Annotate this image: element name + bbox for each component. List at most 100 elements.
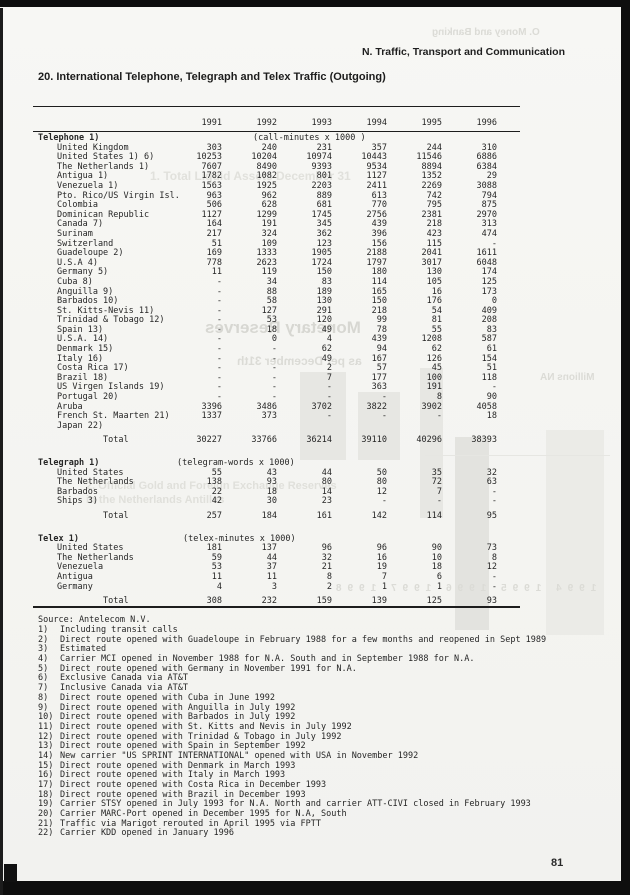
cell-value: 613 [371, 190, 387, 201]
cell-value: 1 [381, 581, 387, 592]
bleed-through-gridline [425, 455, 610, 456]
cell-value: 191 [261, 219, 277, 230]
bleed-through-bar [358, 392, 400, 460]
cell-value: 1611 [476, 248, 497, 259]
cell-value: 6048 [476, 257, 497, 268]
cell-value: 7 [381, 571, 387, 582]
cell-value: - [326, 382, 332, 393]
total-value: 40296 [416, 435, 442, 446]
row-label: Venezuela 1) [57, 180, 119, 191]
cell-value: 18 [266, 324, 277, 335]
year-header: 1994 [366, 118, 387, 128]
cell-value: 62 [431, 344, 442, 355]
bleed-through-bar [455, 437, 489, 630]
footnote-text: Direct route opened with Costa Rica in D… [60, 780, 327, 790]
cell-value: 51 [486, 363, 497, 374]
cell-value: 2 [326, 363, 332, 374]
cell-value: 3396 [201, 401, 222, 412]
footnote-line: 2) Direct route opened with Guadeloupe in… [38, 635, 546, 646]
footnote-line: 7) Inclusive Canada via AT&T [38, 683, 546, 694]
section-gap [33, 522, 520, 535]
cell-value: 8 [326, 571, 332, 582]
cell-value [188, 422, 222, 432]
cell-value: 1127 [201, 209, 222, 220]
row-label: U.S.A. 14) [57, 334, 109, 345]
section-unit: (call-minutes x 1000 ) [253, 133, 366, 143]
cell-value: - [326, 411, 332, 422]
scan-edge-left [0, 8, 3, 895]
cell-value: 96 [321, 543, 332, 554]
cell-value: 62 [321, 344, 332, 355]
cell-value: 16 [431, 286, 442, 297]
cell-value: 1333 [256, 248, 277, 259]
footnote-number: 18) [38, 789, 54, 800]
cell-value: 167 [371, 353, 387, 364]
cell-value: 29 [486, 171, 497, 182]
table-row: Barbados 22 18 14 12 7 - [33, 486, 520, 498]
cell-value: 345 [316, 219, 332, 230]
cell-value: 310 [481, 142, 497, 153]
cell-value: 45 [431, 363, 442, 374]
cell-value: 1 [436, 581, 442, 592]
cell-value: 50 [376, 467, 387, 478]
cell-value: 231 [316, 142, 332, 153]
cell-value: 2041 [421, 248, 442, 259]
cell-value: 1782 [201, 171, 222, 182]
footnote-number: 1) [38, 625, 49, 635]
cell-value: 506 [206, 200, 222, 211]
cell-value: 8 [491, 552, 497, 563]
footnote-number: 12) [38, 731, 54, 742]
cell-value: - [491, 581, 497, 592]
table-row: Costa Rica 17) - - 2 57 45 51 [33, 364, 520, 374]
cell-value: 1925 [256, 180, 277, 191]
cell-value: 42 [211, 496, 222, 507]
bleed-through-text: 1. Total Liquid Assets December 31 [150, 169, 351, 183]
table-row: Ships 3) 42 30 23 - - - [33, 497, 520, 507]
cell-value: 2411 [366, 180, 387, 191]
table-row: St. Kitts-Nevis 11) - 127 291 218 54 409 [33, 306, 520, 317]
cell-value: 118 [481, 372, 497, 383]
cell-value: 99 [376, 315, 387, 326]
cell-value: 189 [316, 286, 332, 297]
footnote-number: 11) [38, 721, 54, 732]
row-label: Antigua 1) [57, 171, 109, 182]
footnote-number: 15) [38, 760, 54, 771]
footnote-number: 5) [38, 663, 49, 674]
row-label: Japan 22) [57, 420, 104, 431]
cell-value: 63 [486, 477, 497, 488]
footnote-text: Direct route opened with Cuba in June 19… [60, 692, 275, 703]
cell-value: 120 [316, 315, 332, 326]
cell-value: - [216, 296, 222, 307]
row-label: Germany 5) [57, 267, 109, 278]
table-row: Antigua 11 11 8 7 6 - [33, 571, 520, 583]
section-name: Telex 1) [38, 533, 79, 544]
cell-value: 55 [211, 467, 222, 478]
footnote-line: 8) Direct route opened with Cuba in June … [38, 692, 546, 704]
cell-value: 1724 [311, 257, 332, 268]
cell-value: 105 [426, 276, 442, 287]
cell-value [332, 422, 387, 432]
table-row: Pto. Rico/US Virgin Isl. 963 962 889 613 742 7… [33, 190, 520, 202]
cell-value: 90 [431, 543, 442, 554]
cell-value: 49 [321, 353, 332, 364]
cell-value: 164 [206, 219, 222, 230]
footnote-line: 20) Carrier MARC-Port opened in December … [38, 809, 546, 820]
footnote-number: 9) [38, 702, 49, 713]
cell-value: - [491, 496, 497, 507]
row-label: Spain 13) [57, 324, 104, 335]
cell-value: 90 [486, 392, 497, 403]
cell-value: 794 [481, 190, 497, 201]
cell-value: 22 [211, 486, 222, 497]
cell-value: 6384 [476, 161, 497, 172]
cell-value: - [491, 486, 497, 497]
footnote-number: 4) [38, 654, 49, 665]
footnote-line: 14) New carrier "US SPRINT INTERNATIONAL"… [38, 751, 546, 762]
cell-value: 169 [206, 248, 222, 259]
cell-value: 240 [261, 142, 277, 153]
cell-value: 23 [321, 496, 332, 507]
table-row: The Netherlands 1) 7607 8490 9393 9534 8894 63… [33, 161, 520, 173]
footnote-text: Carrier STSY opened in July 1993 for N.A… [60, 799, 531, 810]
total-value: 308 [206, 596, 222, 607]
row-label: United States 1) 6) [57, 152, 155, 163]
cell-value: 59 [211, 552, 222, 563]
